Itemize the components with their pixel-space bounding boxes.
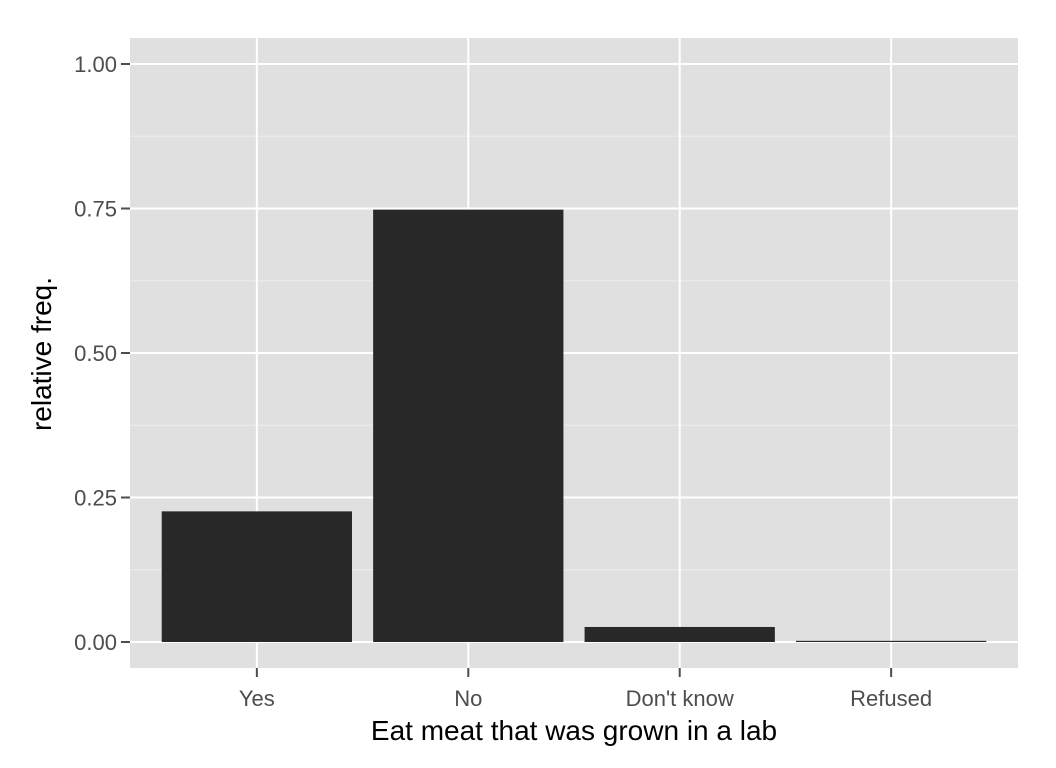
y-axis-title: relative freq.	[26, 277, 57, 431]
x-tick-label: Refused	[850, 686, 932, 711]
y-tick-label: 0.50	[74, 341, 117, 366]
y-tick-label: 0.25	[74, 485, 117, 510]
x-tick-label: No	[454, 686, 482, 711]
y-tick-label: 1.00	[74, 52, 117, 77]
bar	[373, 209, 564, 642]
x-axis-title: Eat meat that was grown in a lab	[371, 715, 777, 746]
bars	[161, 209, 987, 642]
y-tick-label: 0.00	[74, 630, 117, 655]
y-axis: 0.00 0.25 0.50 0.75 1.00	[74, 52, 130, 655]
x-tick-label: Yes	[239, 686, 275, 711]
x-tick-label: Don't know	[626, 686, 734, 711]
bar	[584, 626, 775, 642]
bar	[161, 511, 352, 642]
y-tick-label: 0.75	[74, 197, 117, 222]
x-axis: Yes No Don't know Refused	[239, 668, 932, 711]
bar	[796, 640, 987, 642]
